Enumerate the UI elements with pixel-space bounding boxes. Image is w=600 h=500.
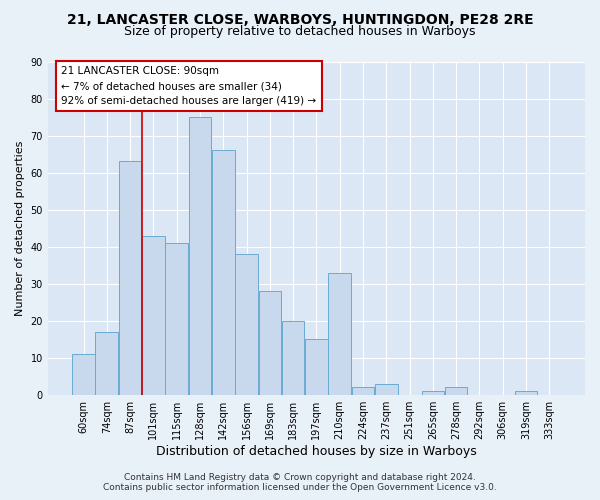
X-axis label: Distribution of detached houses by size in Warboys: Distribution of detached houses by size … <box>156 444 477 458</box>
Bar <box>515 391 537 394</box>
Bar <box>259 291 281 395</box>
Bar <box>328 272 351 394</box>
Bar <box>375 384 398 394</box>
Bar <box>305 339 328 394</box>
Bar <box>166 243 188 394</box>
Y-axis label: Number of detached properties: Number of detached properties <box>15 140 25 316</box>
Text: 21, LANCASTER CLOSE, WARBOYS, HUNTINGDON, PE28 2RE: 21, LANCASTER CLOSE, WARBOYS, HUNTINGDON… <box>67 12 533 26</box>
Bar <box>212 150 235 394</box>
Bar <box>188 117 211 394</box>
Bar <box>235 254 258 394</box>
Bar <box>119 162 142 394</box>
Bar <box>72 354 95 395</box>
Text: Contains HM Land Registry data © Crown copyright and database right 2024.
Contai: Contains HM Land Registry data © Crown c… <box>103 473 497 492</box>
Bar <box>422 391 444 394</box>
Text: 21 LANCASTER CLOSE: 90sqm
← 7% of detached houses are smaller (34)
92% of semi-d: 21 LANCASTER CLOSE: 90sqm ← 7% of detach… <box>61 66 316 106</box>
Bar <box>282 320 304 394</box>
Bar <box>352 388 374 394</box>
Bar <box>142 236 164 394</box>
Text: Size of property relative to detached houses in Warboys: Size of property relative to detached ho… <box>124 25 476 38</box>
Bar <box>445 388 467 394</box>
Bar <box>95 332 118 394</box>
